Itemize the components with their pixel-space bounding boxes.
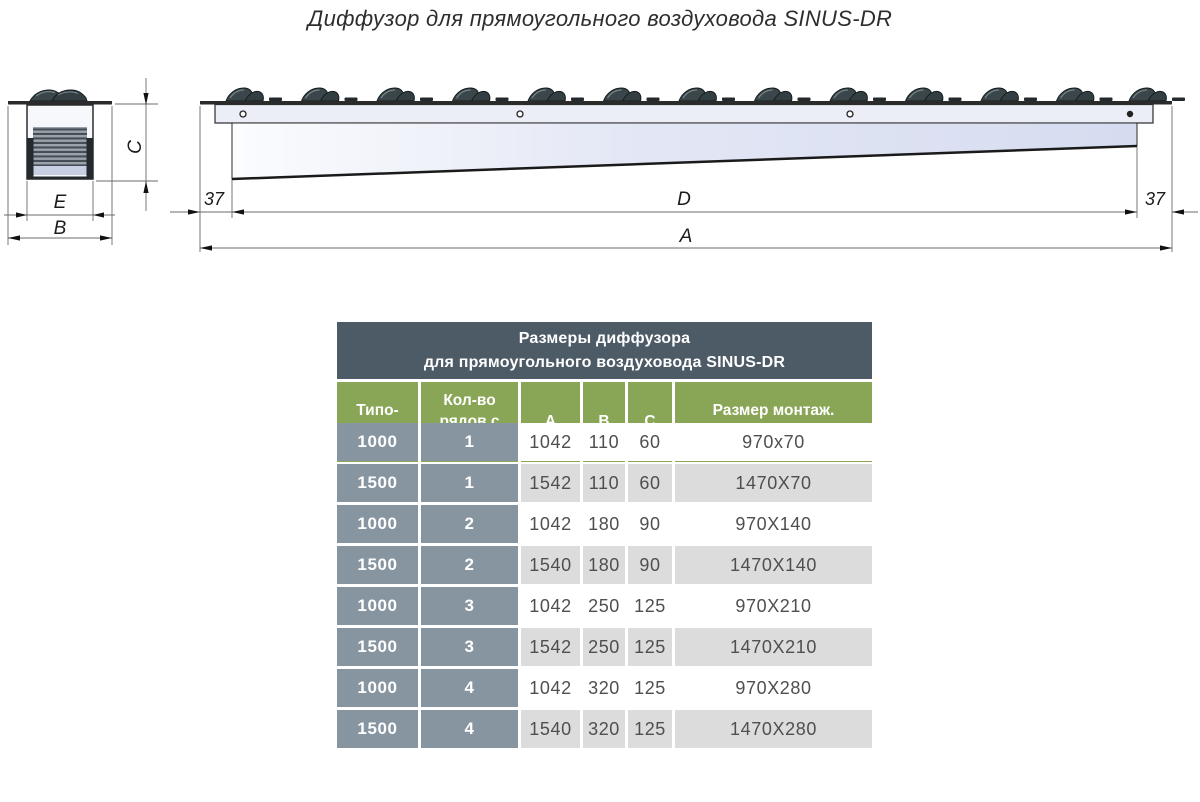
table-cell-a: 1540 xyxy=(521,710,580,748)
cross-section-view xyxy=(8,89,112,180)
table-cell-mount-size: 1470X280 xyxy=(675,710,872,748)
diffuser-disks-row xyxy=(225,87,1186,102)
table-cell-typorazmer: 1500 xyxy=(337,546,418,584)
table-cell-c: 60 xyxy=(628,423,672,461)
dim-label-c: C xyxy=(125,140,146,154)
table-cell-a: 1542 xyxy=(521,464,580,502)
table-cell-mount-size: 970X140 xyxy=(675,505,872,543)
dim-label-b: B xyxy=(54,218,67,239)
table-cell-c: 125 xyxy=(628,669,672,707)
technical-drawing: C E B xyxy=(4,78,1198,252)
table-cell-b: 250 xyxy=(583,587,625,625)
table-cell-rows-count: 1 xyxy=(421,464,518,502)
table-cell-typorazmer: 1500 xyxy=(337,710,418,748)
table-cell-rows-count: 2 xyxy=(421,546,518,584)
dim-label-a: A xyxy=(679,226,693,247)
table-cell-rows-count: 3 xyxy=(421,587,518,625)
frame-strip xyxy=(214,103,1154,124)
table-cell-c: 125 xyxy=(628,710,672,748)
page-title: Диффузор для прямоугольного воздуховода … xyxy=(307,6,893,31)
flange xyxy=(8,101,112,105)
table-cell-typorazmer: 1000 xyxy=(337,669,418,707)
size-table: Размеры диффузора для прямоугольного воз… xyxy=(337,322,872,748)
side-rail-left xyxy=(27,138,34,179)
table-cell-rows-count: 1 xyxy=(421,423,518,461)
table-cell-typorazmer: 1000 xyxy=(337,505,418,543)
table-cell-b: 180 xyxy=(583,546,625,584)
diffuser-disk-icon xyxy=(29,89,88,102)
table-cell-typorazmer: 1500 xyxy=(337,464,418,502)
table-cell-b: 250 xyxy=(583,628,625,666)
table-cell-a: 1542 xyxy=(521,628,580,666)
table-cell-typorazmer: 1000 xyxy=(337,423,418,461)
bottom-edge xyxy=(27,176,93,180)
table-cell-b: 180 xyxy=(583,505,625,543)
table-cell-a: 1042 xyxy=(521,423,580,461)
side-rail-right xyxy=(86,138,93,179)
table-cell-mount-size: 970X210 xyxy=(675,587,872,625)
table-cell-rows-count: 4 xyxy=(421,669,518,707)
table-cell-a: 1042 xyxy=(521,587,580,625)
table-cell-c: 90 xyxy=(628,505,672,543)
table-cell-typorazmer: 1000 xyxy=(337,587,418,625)
table-cell-mount-size: 1470X140 xyxy=(675,546,872,584)
table-cell-rows-count: 4 xyxy=(421,710,518,748)
bottom-strip xyxy=(33,166,87,175)
table-cell-rows-count: 3 xyxy=(421,628,518,666)
table-cell-c: 90 xyxy=(628,546,672,584)
flange-line xyxy=(200,101,1172,105)
dim-arrows-left xyxy=(8,93,149,241)
table-title-line1: Размеры диффузора xyxy=(518,330,691,348)
table-cell-b: 110 xyxy=(583,464,625,502)
body-bottom-edge xyxy=(231,144,1138,181)
disk-stack xyxy=(33,127,87,172)
dim-label-e: E xyxy=(54,192,67,213)
size-table-grid: Типо-размер Кол-во рядов с дисками A B C… xyxy=(337,382,872,748)
table-cell-mount-size: 1470X70 xyxy=(675,464,872,502)
screws xyxy=(239,110,1134,118)
table-title: Размеры диффузора для прямоугольного воз… xyxy=(337,322,872,379)
table-cell-a: 1540 xyxy=(521,546,580,584)
dim-label-d: D xyxy=(677,189,691,210)
table-cell-c: 125 xyxy=(628,628,672,666)
table-cell-mount-size: 970x70 xyxy=(675,423,872,461)
table-cell-b: 320 xyxy=(583,669,625,707)
table-cell-b: 320 xyxy=(583,710,625,748)
table-title-line2: для прямоугольного воздуховода SINUS-DR xyxy=(423,353,786,371)
table-cell-a: 1042 xyxy=(521,505,580,543)
table-cell-mount-size: 970X280 xyxy=(675,669,872,707)
dim-extension-lines-long xyxy=(170,106,1198,252)
table-cell-a: 1042 xyxy=(521,669,580,707)
table-cell-typorazmer: 1500 xyxy=(337,628,418,666)
long-section-view xyxy=(200,87,1186,181)
table-cell-mount-size: 1470X210 xyxy=(675,628,872,666)
table-cell-rows-count: 2 xyxy=(421,505,518,543)
dim-arrows-long xyxy=(188,209,1184,251)
dim-label-37-right: 37 xyxy=(1145,189,1166,209)
table-cell-c: 125 xyxy=(628,587,672,625)
table-cell-b: 110 xyxy=(583,423,625,461)
dim-label-37-left: 37 xyxy=(204,189,225,209)
table-cell-c: 60 xyxy=(628,464,672,502)
